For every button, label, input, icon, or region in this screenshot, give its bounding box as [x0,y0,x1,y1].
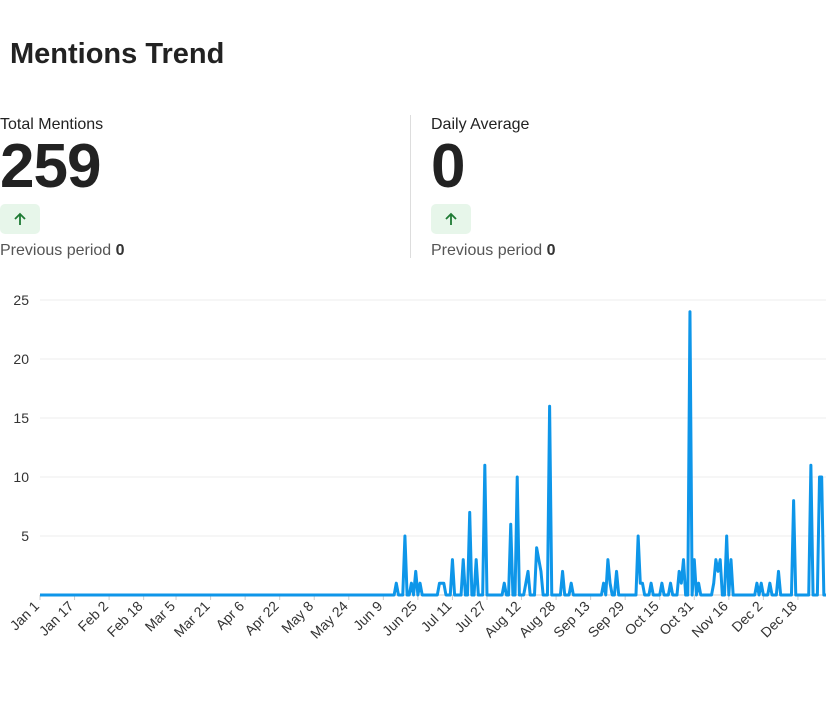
page-title: Mentions Trend [10,38,225,70]
y-tick-label: 25 [13,292,29,308]
stat-card: Total Mentions 259 Previous period 0 [0,114,400,260]
stat-label: Total Mentions [0,116,104,133]
x-tick-label: Sep 29 [585,598,628,641]
stat-label: Daily Average [431,116,530,133]
x-tick-label: Mar 21 [171,598,213,640]
line [40,310,826,597]
previous-value: 0 [546,242,556,259]
arrow-up-icon [14,212,26,225]
previous-value: 0 [115,242,125,259]
x-tick-label: Sep 13 [550,598,593,641]
stat-value: 0 [431,132,465,201]
x-tick-label: Nov 16 [688,598,731,641]
stat-card: Daily Average 0 Previous period 0 [431,114,831,260]
y-tick-label: 20 [13,351,29,367]
x-tick-label: Apr 22 [241,598,282,639]
x-tick-label: May 24 [307,598,351,642]
previous-label: Previous period [431,242,543,259]
previous-period: Previous period 0 [431,242,831,260]
x-tick-label: Dec 18 [757,598,800,641]
arrow-up-icon [445,212,457,225]
y-tick-label: 5 [21,528,29,544]
x-tick-label: Oct 15 [621,598,662,639]
divider [410,115,411,258]
x-tick-label: Aug 12 [481,598,524,641]
previous-label: Previous period [0,242,112,259]
stat-value: 259 [0,132,101,201]
x-tick-label: Aug 28 [516,598,559,641]
y-tick-label: 15 [13,410,29,426]
trend-badge [431,204,471,234]
previous-period: Previous period 0 [0,242,400,260]
x-tick-label: Feb 18 [104,598,146,640]
x-tick-label: Jul 11 [418,598,455,635]
x-tick-label: Jan 17 [36,598,77,639]
x-tick-label: Jun 25 [379,598,420,639]
trend-badge [0,204,40,234]
y-tick-label: 10 [13,469,29,485]
